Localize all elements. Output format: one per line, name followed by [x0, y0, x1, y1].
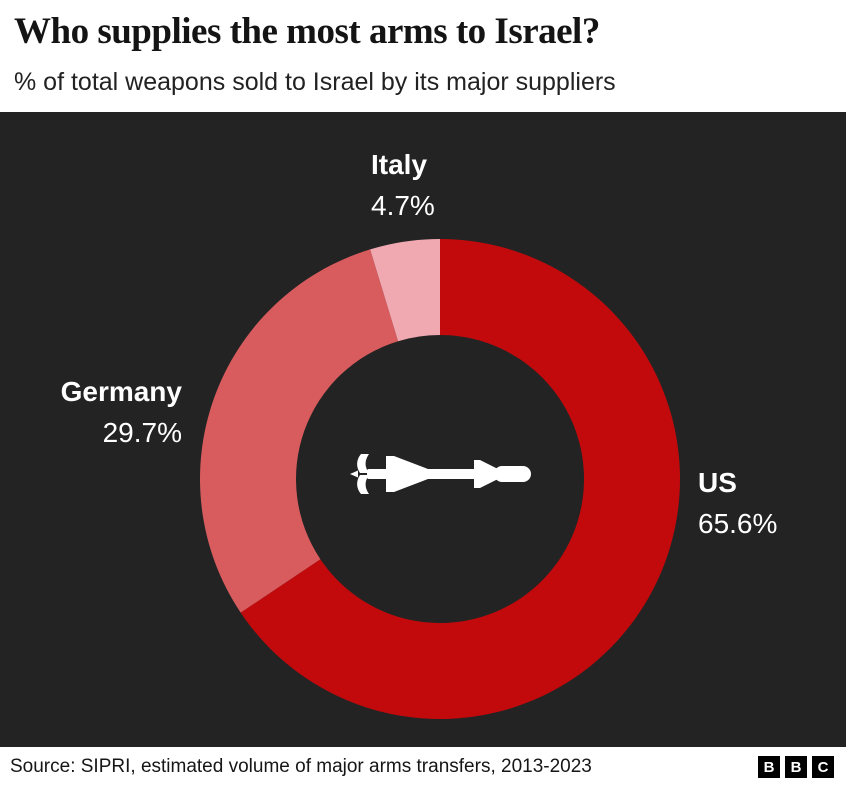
donut-segment-us — [240, 239, 680, 719]
slice-label-italy: Italy 4.7% — [371, 148, 435, 223]
donut-segments — [199, 239, 680, 719]
slice-label-germany: Germany 29.7% — [61, 375, 182, 450]
bbc-logo-block: C — [812, 756, 834, 778]
source-note: Source: SIPRI, estimated volume of major… — [10, 756, 592, 777]
slice-value: 4.7% — [371, 190, 435, 221]
page-title: Who supplies the most arms to Israel? — [14, 11, 600, 52]
slice-name: US — [698, 467, 737, 498]
slice-name: Italy — [371, 149, 428, 180]
slice-name: Germany — [60, 376, 182, 407]
bbc-logo: B B C — [758, 756, 834, 778]
donut-segment-germany — [199, 249, 399, 613]
header: Who supplies the most arms to Israel? % … — [0, 0, 846, 112]
bbc-logo-block: B — [758, 756, 780, 778]
chart-area: US 65.6% Germany 29.7% Italy 4.7% — [0, 112, 846, 747]
slice-label-us: US 65.6% — [698, 466, 777, 541]
donut-segment-italy — [370, 239, 440, 342]
donut-chart — [199, 239, 680, 719]
slice-value: 65.6% — [698, 508, 778, 539]
footer: Source: SIPRI, estimated volume of major… — [0, 747, 846, 787]
page-subtitle: % of total weapons sold to Israel by its… — [14, 68, 616, 96]
missile-icon — [350, 454, 531, 494]
slice-value: 29.7% — [102, 417, 182, 448]
bbc-logo-block: B — [785, 756, 807, 778]
